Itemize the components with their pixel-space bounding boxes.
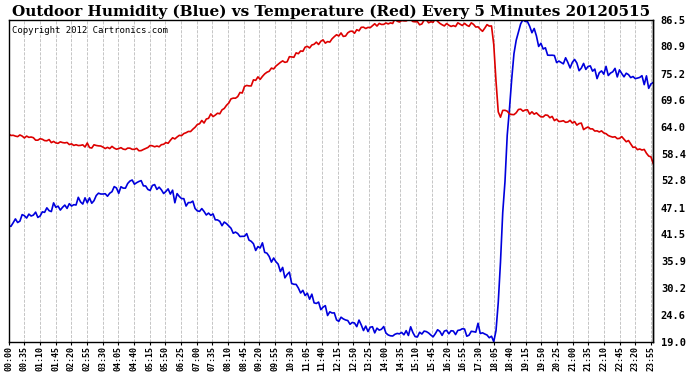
Title: Outdoor Humidity (Blue) vs Temperature (Red) Every 5 Minutes 20120515: Outdoor Humidity (Blue) vs Temperature (… — [12, 4, 650, 18]
Text: Copyright 2012 Cartronics.com: Copyright 2012 Cartronics.com — [12, 26, 168, 35]
